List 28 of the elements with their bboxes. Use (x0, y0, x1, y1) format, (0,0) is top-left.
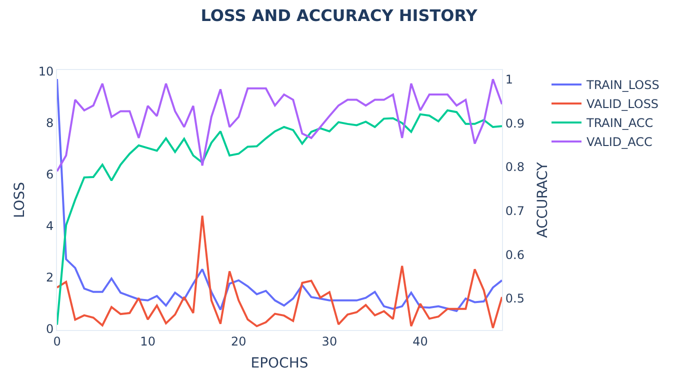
y2-tick-label: 0.8 (505, 160, 524, 174)
y2-tick-label: 0.5 (505, 292, 524, 306)
chart-title: LOSS AND ACCURACY HISTORY (200, 6, 478, 25)
x-tick-label: 40 (412, 334, 428, 348)
legend-label: VALID_ACC (586, 135, 652, 150)
y2-tick-label: 0.7 (505, 204, 524, 218)
x-axis-title: EPOCHS (250, 356, 308, 372)
y2-tick-label: 0.9 (505, 116, 524, 130)
line-series (57, 78, 502, 312)
y2-tick-label: 1 (505, 72, 514, 86)
y2-axis-title: ACCURACY (535, 162, 551, 238)
y2-tick-label: 0.6 (505, 248, 524, 262)
x-tick-label: 20 (230, 334, 246, 348)
x-tick-label: 10 (140, 334, 156, 348)
legend-label: TRAIN_ACC (586, 116, 654, 130)
legend-label: VALID_LOSS (586, 97, 659, 112)
y-tick-label: 0 (46, 322, 54, 336)
line-series (57, 109, 502, 326)
y-tick-label: 8 (46, 116, 54, 130)
x-tick-label: 30 (322, 334, 338, 348)
line-series (57, 78, 502, 172)
y-tick-label: 4 (46, 218, 54, 233)
y-axis-title: LOSS (12, 182, 28, 218)
y-tick-label: 6 (46, 167, 54, 182)
legend-label: TRAIN_LOSS (586, 78, 660, 92)
line-series (57, 214, 502, 329)
y-tick-label: 2 (46, 270, 54, 284)
y-tick-label: 10 (38, 64, 54, 78)
